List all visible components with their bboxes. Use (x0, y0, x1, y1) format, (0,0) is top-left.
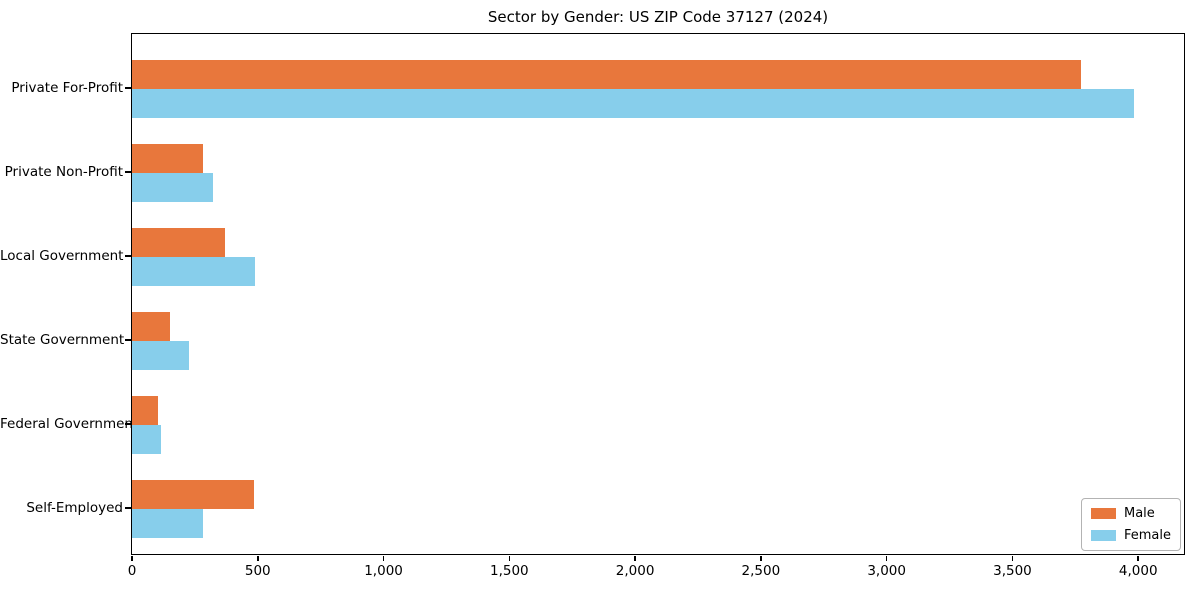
x-tick-label-1000: 1,000 (364, 563, 403, 579)
x-tick-label-2000: 2,000 (615, 563, 655, 579)
bar-female-federal-government (132, 425, 161, 454)
x-tick-label-3000: 3,000 (867, 563, 906, 579)
chart-title: Sector by Gender: US ZIP Code 37127 (202… (487, 8, 829, 26)
x-tick-mark-2000 (634, 556, 636, 561)
bars-layer (132, 34, 1184, 554)
x-axis: 0 500 1,000 1,500 2,000 2,500 3,000 3,500 4,000 (128, 556, 1183, 582)
x-tick-mark-3500 (1011, 556, 1014, 561)
x-tick-label-1500: 1,500 (490, 563, 529, 579)
male-color-swatch (1090, 508, 1116, 519)
legend: Male Female (1080, 498, 1181, 551)
bar-female-private-for-profit (132, 89, 1135, 118)
y-tick-label-state-government: State Government (0, 332, 125, 348)
x-tick-label-3500: 3,500 (993, 563, 1032, 579)
y-tick-label-private-non-profit: Private Non-Profit (4, 164, 123, 180)
plot-area: Male Female (131, 33, 1185, 555)
y-tick-mark-local-government (125, 255, 131, 257)
y-tick-label-local-government: Local Government (0, 248, 124, 264)
y-tick-mark-private-for-profit (125, 87, 131, 89)
y-tick-mark-self-employed (125, 507, 131, 509)
y-tick-label-self-employed: Self-Employed (26, 500, 123, 516)
bar-male-self-employed (132, 480, 255, 509)
bar-female-private-non-profit (132, 173, 213, 202)
x-tick-label-500: 500 (244, 563, 271, 579)
bar-female-local-government (132, 257, 256, 286)
legend-label-female: Female (1123, 528, 1171, 543)
legend-entry-male: Male (1090, 506, 1171, 521)
y-tick-mark-private-non-profit (125, 171, 131, 173)
bar-female-state-government (132, 341, 189, 370)
bar-male-local-government (132, 228, 226, 257)
bar-male-private-for-profit (132, 60, 1082, 89)
x-tick-label-4000: 4,000 (1118, 563, 1158, 579)
x-tick-mark-2500 (760, 556, 762, 561)
x-tick-mark-1500 (508, 556, 511, 561)
x-tick-mark-1000 (382, 556, 385, 561)
x-tick-label-2500: 2,500 (741, 563, 781, 579)
x-tick-mark-4000 (1137, 556, 1139, 561)
x-tick-mark-3000 (885, 556, 888, 561)
legend-label-male: Male (1123, 506, 1155, 521)
y-tick-label-federal-government: Federal Government (0, 416, 139, 432)
y-tick-label-private-for-profit: Private For-Profit (11, 80, 123, 96)
bar-female-self-employed (132, 509, 203, 538)
x-tick-label-0: 0 (127, 563, 137, 579)
x-tick-mark-500 (257, 556, 259, 561)
female-color-swatch (1090, 530, 1116, 541)
bar-male-state-government (132, 312, 170, 341)
bar-male-federal-government (132, 396, 159, 425)
y-tick-mark-federal-government (125, 423, 131, 425)
x-tick-mark-0 (131, 556, 133, 561)
bar-male-private-non-profit (132, 144, 203, 173)
legend-entry-female: Female (1090, 528, 1171, 543)
y-tick-mark-state-government (125, 339, 131, 341)
